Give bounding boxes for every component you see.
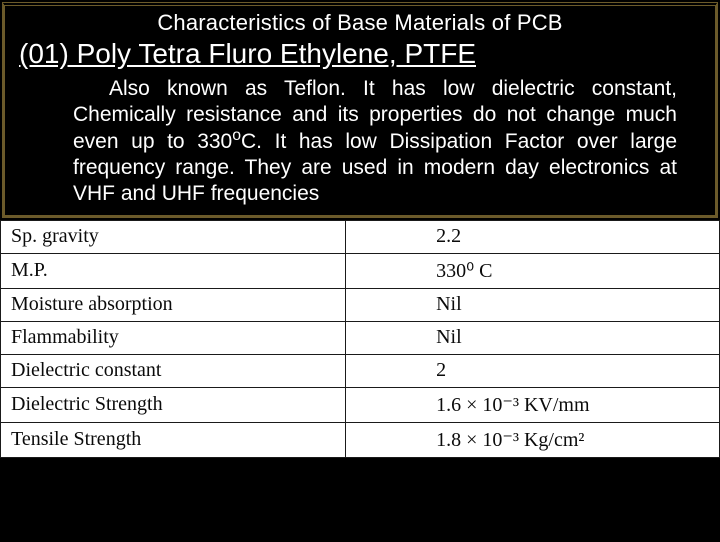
table-row: M.P. 330⁰ C [1, 254, 720, 289]
property-value: 2 [346, 355, 720, 388]
properties-table: Sp. gravity 2.2 M.P. 330⁰ C Moisture abs… [0, 220, 720, 458]
property-value: Nil [346, 289, 720, 322]
slide-body-text: Also known as Teflon. It has low dielect… [13, 76, 707, 207]
property-name: Tensile Strength [1, 423, 346, 458]
property-value: 1.6 × 10⁻³ KV/mm [346, 388, 720, 423]
property-name: Sp. gravity [1, 221, 346, 254]
table-row: Dielectric constant 2 [1, 355, 720, 388]
property-value: 330⁰ C [346, 254, 720, 289]
property-name: M.P. [1, 254, 346, 289]
property-name: Dielectric constant [1, 355, 346, 388]
table-row: Sp. gravity 2.2 [1, 221, 720, 254]
property-value: 1.8 × 10⁻³ Kg/cm² [346, 423, 720, 458]
property-name: Moisture absorption [1, 289, 346, 322]
table-row: Flammability Nil [1, 322, 720, 355]
property-name: Flammability [1, 322, 346, 355]
property-value: 2.2 [346, 221, 720, 254]
table-row: Moisture absorption Nil [1, 289, 720, 322]
table-row: Tensile Strength 1.8 × 10⁻³ Kg/cm² [1, 423, 720, 458]
slide-subtitle: (01) Poly Tetra Fluro Ethylene, PTFE [13, 38, 707, 70]
bottom-spacer [0, 458, 720, 498]
properties-table-container: Sp. gravity 2.2 M.P. 330⁰ C Moisture abs… [0, 220, 720, 458]
property-name: Dielectric Strength [1, 388, 346, 423]
property-value: Nil [346, 322, 720, 355]
table-row: Dielectric Strength 1.6 × 10⁻³ KV/mm [1, 388, 720, 423]
slide-frame: Characteristics of Base Materials of PCB… [2, 2, 718, 218]
slide-title: Characteristics of Base Materials of PCB [13, 10, 707, 36]
body-superscript: o [232, 127, 241, 144]
